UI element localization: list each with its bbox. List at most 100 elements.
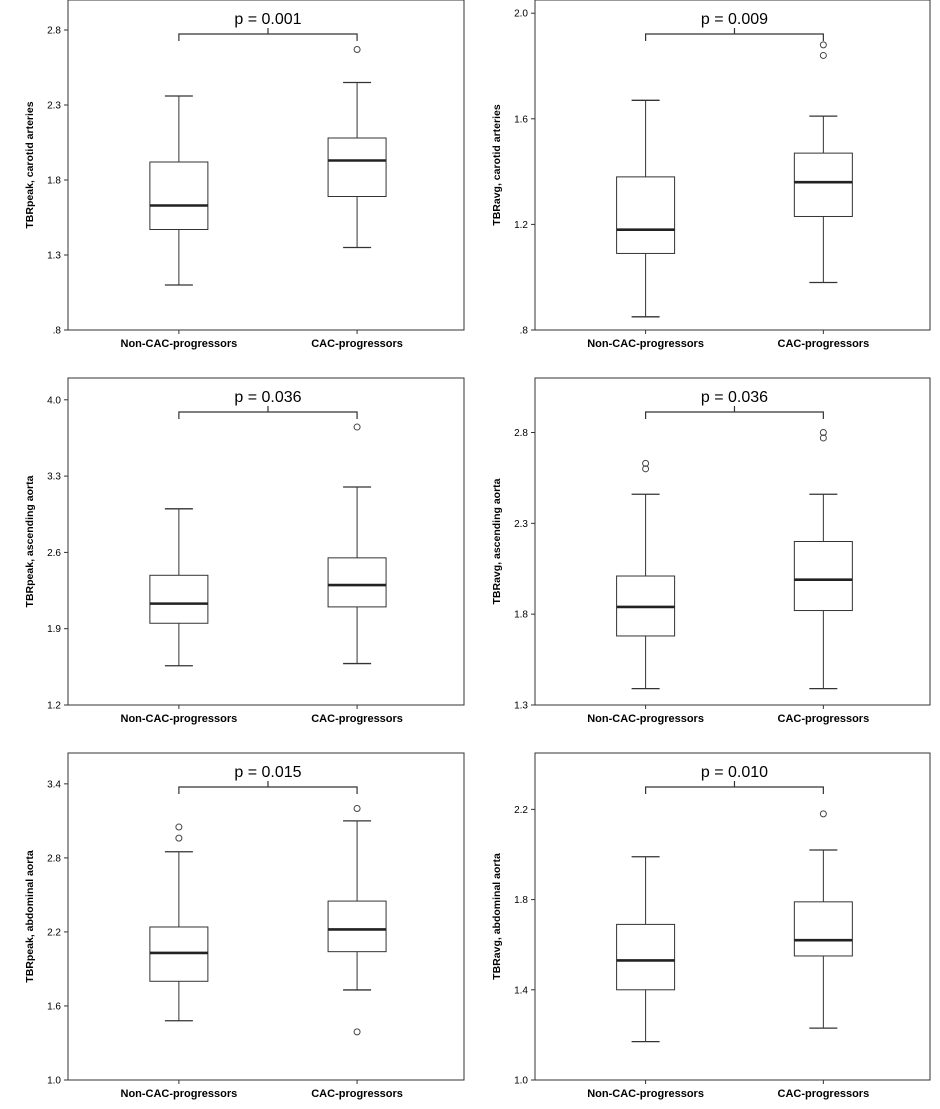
outlier-point (175, 823, 183, 831)
outlier-point (819, 429, 827, 436)
x-tick-label: CAC-progressors (311, 713, 403, 725)
plot-frame (67, 0, 465, 331)
y-tick-label: 1.0 (47, 1076, 61, 1087)
y-tick-label: 2.3 (514, 519, 528, 530)
y-tick-label: 1.6 (514, 114, 528, 125)
x-tick-label: Non-CAC-progressors (587, 338, 704, 350)
plot-frame (534, 377, 931, 706)
outlier-point (353, 805, 361, 813)
iqr-box (793, 541, 853, 612)
y-tick-label: 1.9 (47, 624, 61, 635)
y-tick-label: 2.8 (47, 26, 61, 37)
box-non-cac-progressors (616, 99, 676, 318)
y-tick-label: 2.2 (47, 927, 61, 938)
box-non-cac-progressors (616, 459, 676, 690)
x-tick-label: CAC-progressors (778, 713, 870, 725)
plot-frame (534, 0, 931, 331)
y-axis-label: TBRpeak, abdominal aorta (24, 850, 36, 983)
y-tick-label: 2.3 (47, 101, 61, 112)
y-axis-label: TBRavg, carotid arteries (491, 104, 503, 226)
p-value-label: p = 0.015 (234, 764, 301, 781)
box-cac-progressors (793, 41, 853, 284)
y-axis-label: TBRpeak, ascending aorta (24, 475, 36, 607)
outlier-point (642, 465, 650, 473)
iqr-box (616, 923, 676, 991)
panel-5: 1.0 1.6 2.2 2.8 3.4 TBRpeak, abdominal aorta N… (24, 752, 465, 1100)
x-tick-label: Non-CAC-progressors (587, 713, 704, 725)
x-tick-label: Non-CAC-progressors (587, 1088, 704, 1100)
panel-3: 1.2 1.9 2.6 3.3 4.0 TBRpeak, ascending aorta N… (24, 377, 465, 725)
iqr-box (149, 574, 209, 624)
box-non-cac-progressors (149, 508, 209, 667)
y-tick-label: 1.8 (514, 895, 528, 906)
iqr-box (327, 557, 387, 608)
y-tick-label: 2.0 (514, 9, 528, 20)
significance-bracket (645, 33, 824, 41)
x-tick-label: Non-CAC-progressors (121, 1088, 238, 1100)
outlier-point (642, 459, 650, 467)
plot-frame (67, 377, 465, 706)
iqr-box (149, 161, 209, 230)
significance-bracket (178, 33, 358, 41)
outlier-point (819, 41, 827, 49)
box-non-cac-progressors (149, 95, 209, 286)
y-tick-label: 1.8 (47, 176, 61, 187)
y-tick-label: 2.8 (514, 428, 528, 439)
x-tick-label: Non-CAC-progressors (121, 713, 238, 725)
p-value-label: p = 0.010 (701, 764, 768, 781)
y-tick-label: 3.4 (47, 779, 61, 790)
y-tick-label: 2.8 (47, 853, 61, 864)
y-tick-label: 1.2 (514, 220, 528, 231)
outlier-point (819, 51, 827, 59)
iqr-box (793, 152, 853, 217)
y-tick-label: 1.4 (514, 985, 528, 996)
p-value-label: p = 0.036 (234, 389, 301, 406)
box-cac-progressors (793, 429, 853, 690)
box-non-cac-progressors (149, 823, 209, 1022)
box-cac-progressors (327, 46, 387, 249)
y-tick-label: 1.3 (47, 251, 61, 262)
box-cac-progressors (327, 805, 387, 1036)
y-tick-label: 3.3 (47, 472, 61, 483)
outlier-point (819, 810, 827, 818)
significance-bracket (178, 411, 358, 419)
p-value-label: p = 0.036 (701, 389, 768, 406)
p-value-label: p = 0.001 (234, 11, 301, 28)
y-tick-label: 4.0 (47, 395, 61, 406)
y-axis-label: TBRavg, abdominal aorta (491, 853, 503, 980)
panel-2: .8 1.2 1.6 2.0 TBRavg, carotid arteries Non-C… (491, 0, 931, 350)
x-tick-label: CAC-progressors (778, 1088, 870, 1100)
x-tick-label: CAC-progressors (311, 1088, 403, 1100)
iqr-box (616, 176, 676, 254)
plot-frame (534, 752, 931, 1081)
y-tick-label: 2.6 (47, 548, 61, 559)
iqr-box (327, 900, 387, 953)
y-tick-label: 1.6 (47, 1001, 61, 1012)
outlier-point (819, 434, 827, 442)
p-value-label: p = 0.009 (701, 11, 768, 28)
y-tick-label: 1.8 (514, 610, 528, 621)
significance-bracket (645, 411, 824, 419)
significance-bracket (645, 786, 824, 794)
significance-bracket (178, 786, 358, 794)
y-tick-label: 1.2 (47, 701, 61, 712)
y-axis-label: TBRavg, ascending aorta (491, 478, 503, 604)
iqr-box (793, 901, 853, 957)
y-tick-label: 2.2 (514, 805, 528, 816)
outlier-point (353, 423, 361, 431)
box-cac-progressors (327, 423, 387, 665)
x-tick-label: Non-CAC-progressors (121, 338, 238, 350)
panel-1: .8 1.3 1.8 2.3 2.8 TBRpeak, carotid arteries N… (24, 0, 465, 350)
x-tick-label: CAC-progressors (778, 338, 870, 350)
outlier-point (353, 1028, 361, 1036)
iqr-box (327, 137, 387, 197)
outlier-point (353, 46, 361, 53)
y-tick-label: .8 (520, 326, 529, 337)
y-tick-label: .8 (53, 326, 62, 337)
panel-6: 1.0 1.4 1.8 2.2 TBRavg, abdominal aorta Non-C… (491, 752, 931, 1100)
box-non-cac-progressors (616, 856, 676, 1043)
panel-4: 1.3 1.8 2.3 2.8 TBRavg, ascending aorta Non-C… (491, 377, 931, 725)
plot-frame (67, 752, 465, 1081)
y-tick-label: 1.0 (514, 1076, 528, 1087)
box-cac-progressors (793, 810, 853, 1029)
